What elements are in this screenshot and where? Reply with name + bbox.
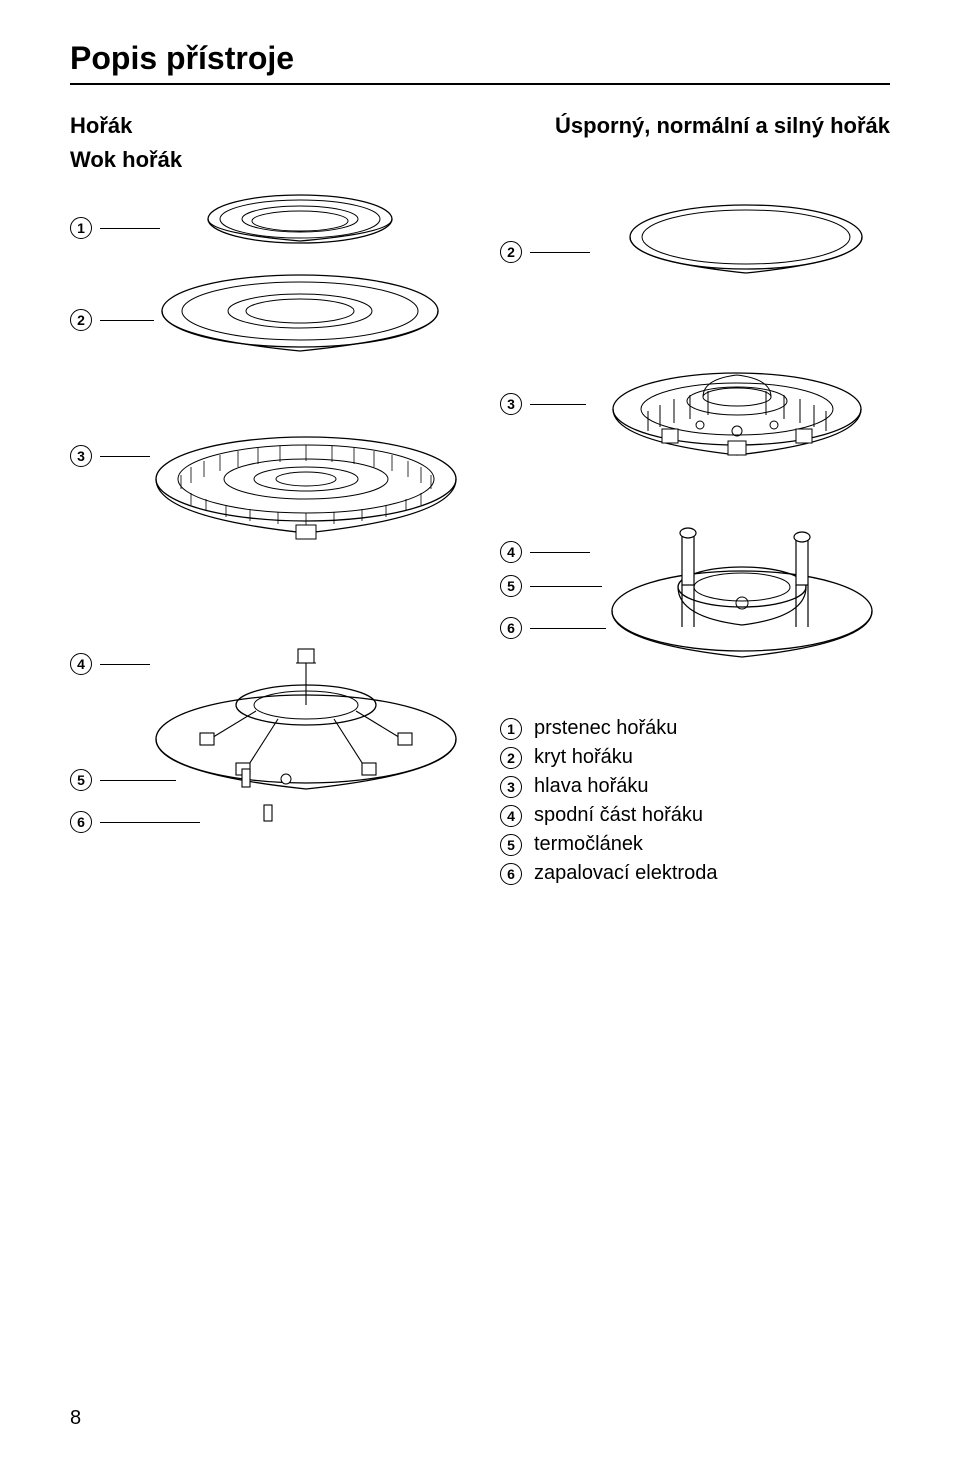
legend-text-5: termočlánek bbox=[534, 833, 643, 856]
legend-num-2: 2 bbox=[500, 747, 522, 769]
callout-4-left: 4 bbox=[70, 653, 150, 675]
wok-base-row: 4 5 6 bbox=[70, 619, 460, 849]
callout-3r-num: 3 bbox=[500, 393, 522, 415]
diagram-columns: 1 2 bbox=[70, 181, 890, 891]
callout-6r-num: 6 bbox=[500, 617, 522, 639]
callout-4r-num: 4 bbox=[500, 541, 522, 563]
legend-item-3: 3 hlava hořáku bbox=[500, 775, 890, 798]
left-heading-2: Wok hořák bbox=[70, 147, 890, 173]
title-bar: Popis přístroje bbox=[70, 40, 890, 85]
std-head-row: 3 bbox=[500, 341, 890, 501]
callout-2-right: 2 bbox=[500, 241, 590, 263]
right-heading: Úsporný, normální a silný hořák bbox=[555, 113, 890, 139]
callout-3-right: 3 bbox=[500, 393, 586, 415]
legend-text-3: hlava hořáku bbox=[534, 775, 649, 798]
legend: 1 prstenec hořáku 2 kryt hořáku 3 hlava … bbox=[500, 717, 890, 885]
callout-2r-num: 2 bbox=[500, 241, 522, 263]
legend-item-5: 5 termočlánek bbox=[500, 833, 890, 856]
legend-num-5: 5 bbox=[500, 834, 522, 856]
wok-ring-cap-svg bbox=[150, 181, 460, 381]
wok-head-svg bbox=[146, 405, 466, 595]
callout-4-right: 4 bbox=[500, 541, 590, 563]
left-heading-1: Hořák bbox=[70, 113, 132, 139]
leader-2-left bbox=[100, 320, 154, 321]
wok-base-svg bbox=[146, 619, 466, 849]
leader-4-left bbox=[100, 664, 150, 665]
callout-2-num: 2 bbox=[70, 309, 92, 331]
std-cap-svg bbox=[596, 181, 876, 331]
callout-6-num: 6 bbox=[70, 811, 92, 833]
page-number: 8 bbox=[70, 1407, 81, 1430]
wok-top-row: 1 2 bbox=[70, 181, 460, 381]
legend-item-1: 1 prstenec hořáku bbox=[500, 717, 890, 740]
legend-num-6: 6 bbox=[500, 863, 522, 885]
std-cap-row: 2 bbox=[500, 181, 890, 331]
legend-item-6: 6 zapalovací elektroda bbox=[500, 862, 890, 885]
callout-3-left: 3 bbox=[70, 445, 150, 467]
legend-item-2: 2 kryt hořáku bbox=[500, 746, 890, 769]
page-title: Popis přístroje bbox=[70, 40, 890, 77]
callout-4-num: 4 bbox=[70, 653, 92, 675]
callout-5-num: 5 bbox=[70, 769, 92, 791]
std-head-svg bbox=[592, 341, 882, 501]
leader-3-right bbox=[530, 404, 586, 405]
callout-1-num: 1 bbox=[70, 217, 92, 239]
std-base-row: 4 5 6 bbox=[500, 517, 890, 697]
leader-2-right bbox=[530, 252, 590, 253]
std-column: 2 3 bbox=[480, 181, 890, 891]
legend-num-4: 4 bbox=[500, 805, 522, 827]
callout-5r-num: 5 bbox=[500, 575, 522, 597]
wok-column: 1 2 bbox=[70, 181, 480, 891]
callout-5-right: 5 bbox=[500, 575, 602, 597]
legend-num-1: 1 bbox=[500, 718, 522, 740]
legend-num-3: 3 bbox=[500, 776, 522, 798]
legend-text-6: zapalovací elektroda bbox=[534, 862, 717, 885]
legend-text-4: spodní část hořáku bbox=[534, 804, 703, 827]
leader-4-right bbox=[530, 552, 590, 553]
legend-text-1: prstenec hořáku bbox=[534, 717, 677, 740]
callout-6-right: 6 bbox=[500, 617, 606, 639]
std-base-svg bbox=[592, 517, 882, 697]
legend-text-2: kryt hořáku bbox=[534, 746, 633, 769]
callout-2-left: 2 bbox=[70, 309, 154, 331]
wok-head-row: 3 bbox=[70, 405, 460, 595]
subheading-row: Hořák Úsporný, normální a silný hořák bbox=[70, 113, 890, 139]
leader-3-left bbox=[100, 456, 150, 457]
callout-1: 1 bbox=[70, 217, 160, 239]
legend-item-4: 4 spodní část hořáku bbox=[500, 804, 890, 827]
callout-3-num: 3 bbox=[70, 445, 92, 467]
